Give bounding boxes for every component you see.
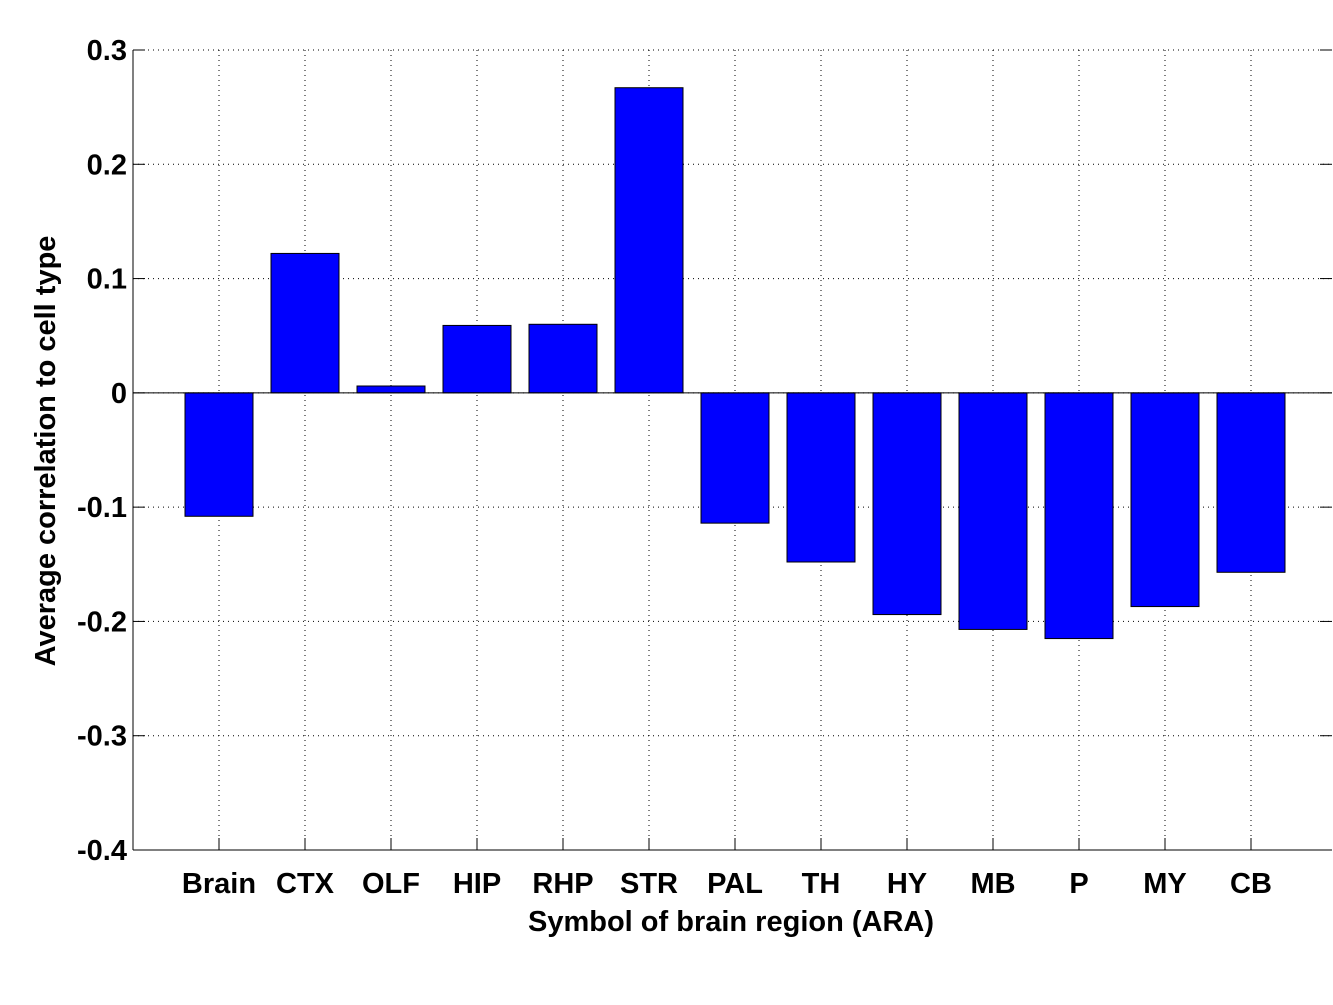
bar-olf: [356, 385, 426, 394]
x-tick-label-brain: Brain: [182, 868, 256, 900]
bar-cb: [1216, 392, 1286, 573]
x-tick-label-cb: CB: [1230, 868, 1272, 900]
x-tick-label-th: TH: [802, 868, 841, 900]
axes-layer: [132, 49, 1332, 851]
x-tick-label-mb: MB: [970, 868, 1015, 900]
x-tick-label-hy: HY: [887, 868, 927, 900]
bar-rhp: [528, 323, 598, 394]
x-tick-label-p: P: [1069, 868, 1088, 900]
bar-hy: [872, 392, 942, 616]
y-tick-label: 0.3: [87, 35, 127, 67]
y-tick-label: -0.3: [77, 721, 127, 753]
bars-layer: [184, 87, 1286, 640]
x-tick-label-pal: PAL: [707, 868, 763, 900]
bar-str: [614, 87, 684, 394]
bar-p: [1044, 392, 1114, 640]
y-tick-label: -0.2: [77, 606, 127, 638]
x-tick-label-my: MY: [1143, 868, 1187, 900]
bar-mb: [958, 392, 1028, 630]
bar-hip: [442, 324, 512, 394]
bar-th: [786, 392, 856, 563]
bar-my: [1130, 392, 1200, 608]
bar-ctx: [270, 252, 340, 394]
y-tick-label: 0: [111, 378, 127, 410]
x-axis-title: Symbol of brain region (ARA): [528, 906, 934, 938]
bar-brain: [184, 392, 254, 517]
x-tick-label-hip: HIP: [453, 868, 501, 900]
x-tick-label-olf: OLF: [362, 868, 420, 900]
y-tick-label: 0.2: [87, 149, 127, 181]
x-tick-label-str: STR: [620, 868, 678, 900]
bar-pal: [700, 392, 770, 524]
y-axis-title: Average correlation to cell type: [30, 236, 62, 667]
y-tick-label: -0.4: [77, 835, 127, 867]
y-tick-label: 0.1: [87, 264, 127, 296]
x-tick-label-rhp: RHP: [532, 868, 593, 900]
x-tick-label-ctx: CTX: [276, 868, 335, 900]
labels-layer: -0.4 -0.3 -0.2 -0.1 0 0.1 0.2 0.3 Brain CTX OLF HIP…: [77, 35, 1272, 900]
y-tick-label: -0.1: [77, 492, 127, 524]
